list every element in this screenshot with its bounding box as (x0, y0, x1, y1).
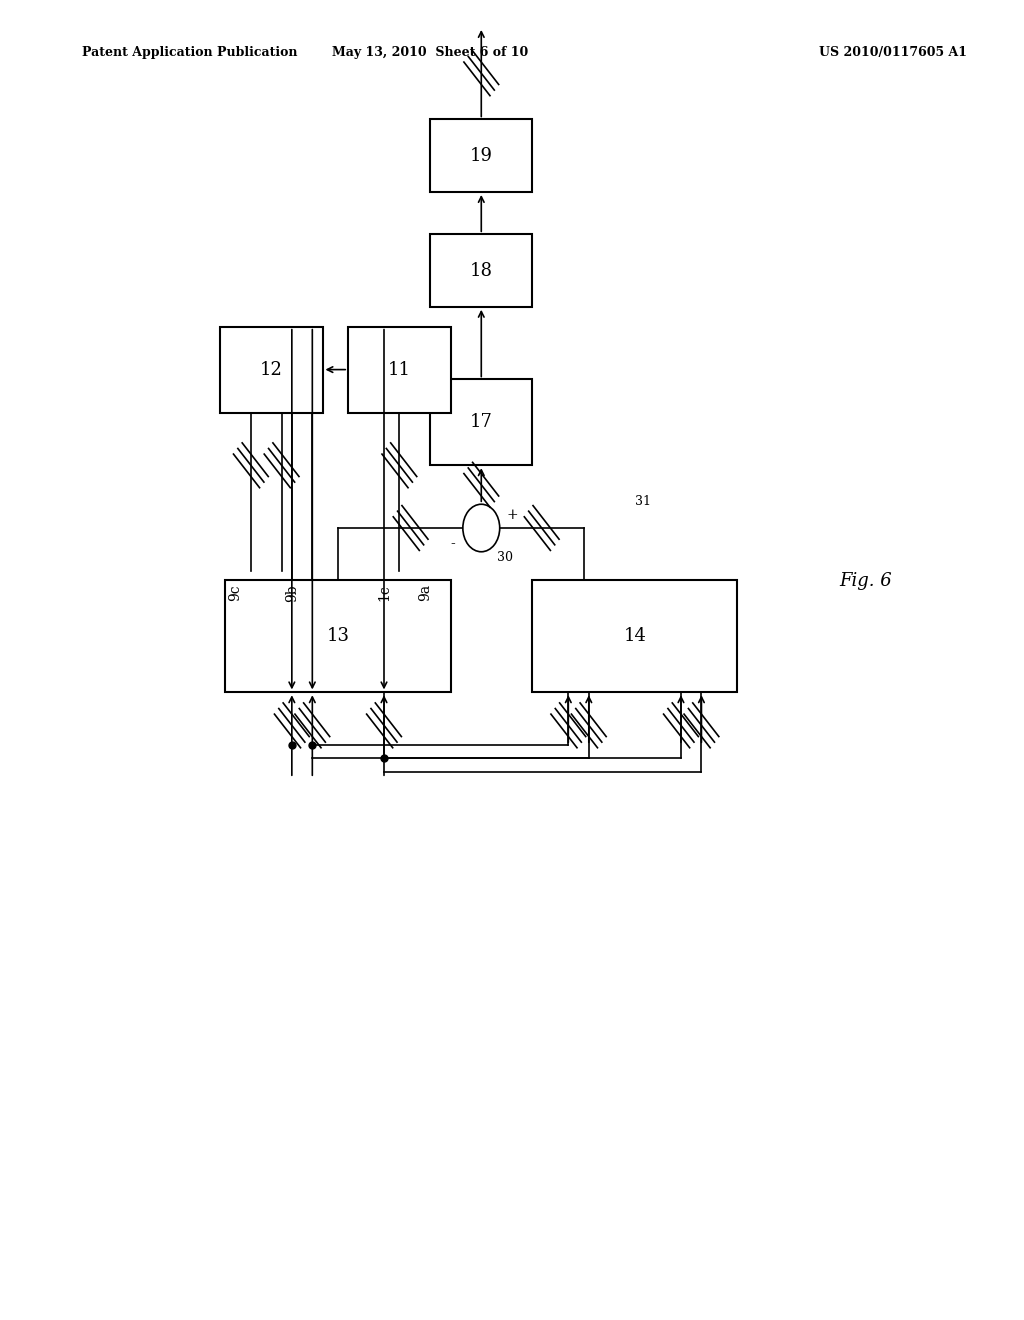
Text: -: - (451, 537, 456, 550)
Text: 19: 19 (470, 147, 493, 165)
FancyBboxPatch shape (430, 379, 532, 465)
Text: Fig. 6: Fig. 6 (840, 572, 893, 590)
FancyBboxPatch shape (430, 119, 532, 191)
Text: 9b: 9b (285, 583, 299, 602)
Text: 14: 14 (624, 627, 646, 645)
Text: 31: 31 (635, 495, 651, 508)
Text: 18: 18 (470, 261, 493, 280)
FancyBboxPatch shape (430, 235, 532, 306)
Text: 30: 30 (497, 550, 513, 564)
Text: +: + (507, 508, 518, 521)
FancyBboxPatch shape (532, 581, 737, 692)
Text: May 13, 2010  Sheet 6 of 10: May 13, 2010 Sheet 6 of 10 (332, 46, 528, 59)
Text: 9a: 9a (418, 583, 432, 601)
Text: 1c: 1c (377, 583, 391, 601)
FancyBboxPatch shape (348, 327, 451, 412)
FancyBboxPatch shape (225, 581, 451, 692)
Circle shape (463, 504, 500, 552)
Text: 11: 11 (388, 360, 411, 379)
Text: 9c: 9c (228, 583, 243, 601)
Text: US 2010/0117605 A1: US 2010/0117605 A1 (819, 46, 968, 59)
FancyBboxPatch shape (220, 327, 323, 412)
Text: 17: 17 (470, 413, 493, 432)
Text: 12: 12 (260, 360, 283, 379)
Text: Patent Application Publication: Patent Application Publication (82, 46, 297, 59)
Text: 13: 13 (327, 627, 349, 645)
